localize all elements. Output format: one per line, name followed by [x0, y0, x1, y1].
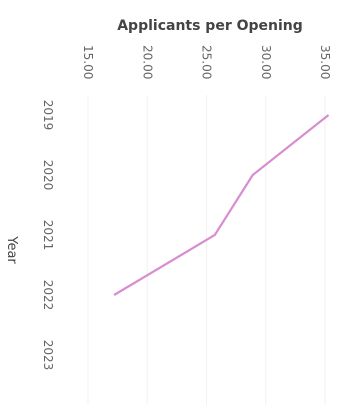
axis-label: Year: [4, 235, 19, 264]
y-tick-label: 2022: [41, 280, 55, 311]
y-tick-label: 2021: [41, 220, 55, 251]
x-tick-label: 15.00: [81, 45, 95, 79]
line: [113, 114, 330, 296]
x-tick-label: 25.00: [200, 45, 214, 79]
x-tick-label: 35.00: [318, 45, 332, 79]
y-tick-label: 2019: [41, 100, 55, 131]
chart-title: Applicants per Opening: [117, 18, 303, 34]
x-tick-label: 30.00: [259, 45, 273, 79]
y-tick-label: 2023: [41, 340, 55, 371]
y-tick-label: 2020: [41, 160, 55, 191]
x-tick-label: 20.00: [140, 45, 154, 79]
